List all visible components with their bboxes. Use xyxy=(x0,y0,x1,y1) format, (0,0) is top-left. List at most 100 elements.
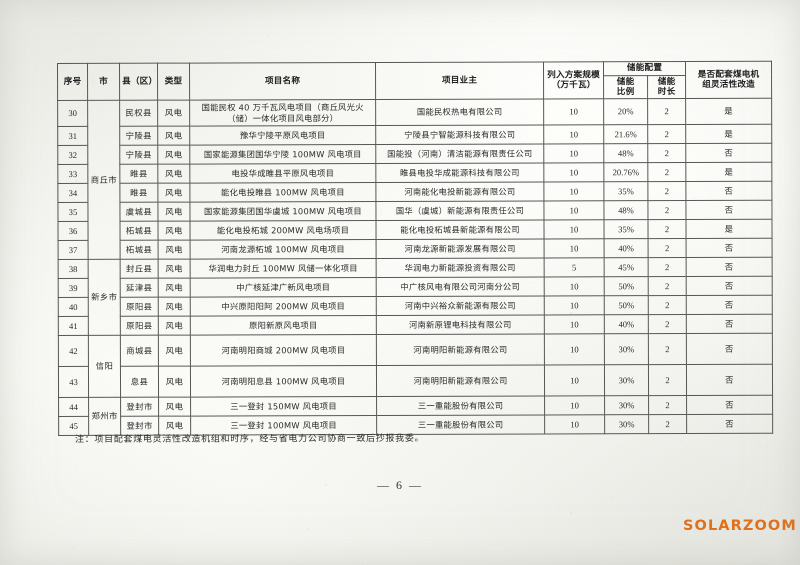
cell-type: 风电 xyxy=(158,240,191,260)
table-row[interactable]: 44 郑州市 登封市 风电 三一登封 150MW 风电项目 三一重能股份有限公司 10 30%… xyxy=(58,395,773,436)
column-header-county: 县（区） xyxy=(119,63,158,101)
cell-seq: 34 xyxy=(57,183,88,203)
scan-speck xyxy=(680,441,683,443)
cell-seq: 37 xyxy=(58,240,89,260)
table-row[interactable]: 37 柘城县 风电 河南龙源柘城 100MW 风电项目 河南龙源新能源发展有限公司 10 4… xyxy=(58,238,773,260)
cell-type: 风电 xyxy=(157,202,190,222)
scan-speck xyxy=(483,533,485,534)
cell-seq: 33 xyxy=(57,164,88,184)
scan-speck xyxy=(50,117,52,119)
cell-county: 息县 xyxy=(120,366,159,398)
scan-speck xyxy=(13,392,15,394)
table-row[interactable]: 30 商丘市 民权县 风电 国能民权 40 万千瓦风电项目（商丘风光火（储）一体化项目风… xyxy=(57,98,772,260)
cell-scale: 10 xyxy=(544,395,605,415)
storage-duration-header-line2: 时长 xyxy=(657,86,676,97)
cell-city: 商丘市 xyxy=(87,100,121,260)
scan-speck xyxy=(368,518,370,520)
cell-county: 柘城县 xyxy=(119,221,159,241)
scan-speck xyxy=(34,445,37,447)
cell-scale: 10 xyxy=(543,162,604,182)
cell-seq: 39 xyxy=(58,278,89,298)
storage-ratio-header-line2: 比例 xyxy=(616,87,635,98)
cell-coal-retrofit: 否 xyxy=(686,333,773,365)
cell-county: 虞城县 xyxy=(119,202,158,222)
cell-storage-ratio: 40% xyxy=(604,238,649,258)
scan-speck xyxy=(182,545,183,546)
cell-storage-ratio: 30% xyxy=(604,395,649,415)
cell-county: 登封市 xyxy=(120,397,159,417)
table-row[interactable]: 36 柘城县 风电 能化电投柘城 200MW 风电场项目 能化电投柘城县新能源有限公司 1… xyxy=(57,219,773,241)
cell-county: 睢县 xyxy=(119,183,158,203)
cell-storage-ratio: 50% xyxy=(604,295,649,315)
cell-scale: 10 xyxy=(543,181,604,201)
cell-coal-retrofit: 否 xyxy=(686,414,773,434)
cell-seq: 38 xyxy=(58,259,89,279)
cell-scale: 5 xyxy=(544,257,605,277)
scan-speck xyxy=(121,455,124,457)
cell-county: 柘城县 xyxy=(120,240,159,260)
cell-storage-duration: 2 xyxy=(648,238,687,258)
scan-speck xyxy=(494,463,497,465)
table-row[interactable]: 42 信阳 商城县 风电 河南明阳商城 200MW 风电项目 河南明阳新能源有限公司 10 3… xyxy=(58,333,773,398)
scan-speck xyxy=(747,536,748,537)
cell-storage-duration: 2 xyxy=(647,162,686,182)
cell-seq: 40 xyxy=(58,297,89,317)
cell-scale: 10 xyxy=(543,98,604,125)
table-row[interactable]: 40 原阳县 风电 中兴原阳阳阿 200MW 风电项目 河南中兴裕众新能源有限公司 10 5… xyxy=(58,295,773,317)
coal-header-line1: 是否配套煤电机 xyxy=(697,69,760,80)
cell-owner: 河南明阳新能源有限公司 xyxy=(376,333,545,366)
storage-duration-header-line1: 储能 xyxy=(657,76,676,87)
scan-speck xyxy=(174,36,175,38)
cell-storage-ratio: 30% xyxy=(604,333,649,365)
cell-type: 风电 xyxy=(157,126,190,146)
column-header-city: 市 xyxy=(87,63,120,101)
storage-ratio-header-line1: 储能 xyxy=(616,76,635,87)
cell-project-name: 三一登封 150MW 风电项目 xyxy=(190,396,377,417)
cell-project-name: 电投华成睢县平原风电项目 xyxy=(189,163,376,184)
scan-speck xyxy=(461,14,463,16)
table-row[interactable]: 43 息县 风电 河南明阳息县 100MW 风电项目 河南明阳新能源有限公司 10 30% 2… xyxy=(58,364,773,398)
cell-seq: 44 xyxy=(58,397,89,417)
cell-scale: 10 xyxy=(544,364,605,396)
table-header: 序号 市 县（区） 类型 项目名称 项目业主 列入方案规模 （万千瓦） 储能配置… xyxy=(57,61,772,101)
table-row[interactable]: 31 宁陵县 风电 豫华宁陵平原风电项目 宁陵县宁智能源科技有限公司 10 21.6% 2 是 xyxy=(57,124,772,146)
cell-seq: 36 xyxy=(57,221,89,241)
table-row[interactable]: 32 宁陵县 风电 国家能源集团国华宁陵 100MW 风电项目 国能投（河南）清洁能源有… xyxy=(57,143,772,165)
cell-project-name: 能化电投柘城 200MW 风电场项目 xyxy=(189,220,377,241)
cell-storage-duration: 2 xyxy=(648,314,687,334)
column-header-storage-duration: 储能 时长 xyxy=(647,75,686,99)
cell-type: 风电 xyxy=(158,316,191,336)
cell-scale: 10 xyxy=(544,238,605,258)
cell-coal-retrofit: 否 xyxy=(686,238,773,258)
table-row[interactable]: 38 新乡市 封丘县 风电 华润电力封丘 100MW 风储一体化项目 华润电力新能源投资有… xyxy=(58,257,773,336)
cell-coal-retrofit: 否 xyxy=(686,295,773,315)
cell-scale: 10 xyxy=(543,124,604,144)
cell-storage-duration: 2 xyxy=(648,395,687,415)
scan-speck xyxy=(358,550,359,551)
cell-type: 风电 xyxy=(158,259,191,279)
cell-storage-duration: 2 xyxy=(647,181,686,201)
cell-city: 信阳 xyxy=(88,335,121,398)
cell-scale: 10 xyxy=(544,414,605,434)
cell-owner: 国能民权热电有限公司 xyxy=(375,98,544,126)
table-row[interactable]: 33 睢县 风电 电投华成睢县平原风电项目 睢县电投华成能源科技有限公司 10 20.76%… xyxy=(57,162,772,184)
cell-type: 风电 xyxy=(157,100,190,127)
cell-storage-ratio: 30% xyxy=(604,364,649,396)
cell-county: 睢县 xyxy=(119,164,158,184)
table-row[interactable]: 35 虞城县 风电 国家能源集团国华虞城 100MW 风电项目 国华（虞城）新能源有限责… xyxy=(57,200,772,222)
cell-scale: 10 xyxy=(544,295,605,315)
scan-speck xyxy=(51,515,52,516)
table-row[interactable]: 39 延津县 风电 中广核延津广新风电项目 中广核风电有限公司河南分公司 10 50% 2 否 xyxy=(58,276,773,298)
cell-owner: 河南龙源新能源发展有限公司 xyxy=(376,238,545,259)
table-row[interactable]: 41 原阳县 风电 原阳新原风电项目 河南新原锂电科技有限公司 10 40% 2 否 xyxy=(58,314,773,336)
cell-owner: 三一重能股份有限公司 xyxy=(376,395,545,416)
cell-storage-duration: 2 xyxy=(648,257,687,277)
cell-seq: 32 xyxy=(57,145,88,165)
scan-speck xyxy=(622,446,624,448)
cell-project-name: 原阳新原风电项目 xyxy=(190,315,377,336)
cell-county: 宁陵县 xyxy=(119,145,158,165)
cell-coal-retrofit: 否 xyxy=(686,257,773,277)
table-row[interactable]: 34 睢县 风电 能化电投睢县 100MW 风电项目 河南能化电投新能源有限公司 10 35… xyxy=(57,181,772,203)
scan-speck xyxy=(570,512,572,515)
